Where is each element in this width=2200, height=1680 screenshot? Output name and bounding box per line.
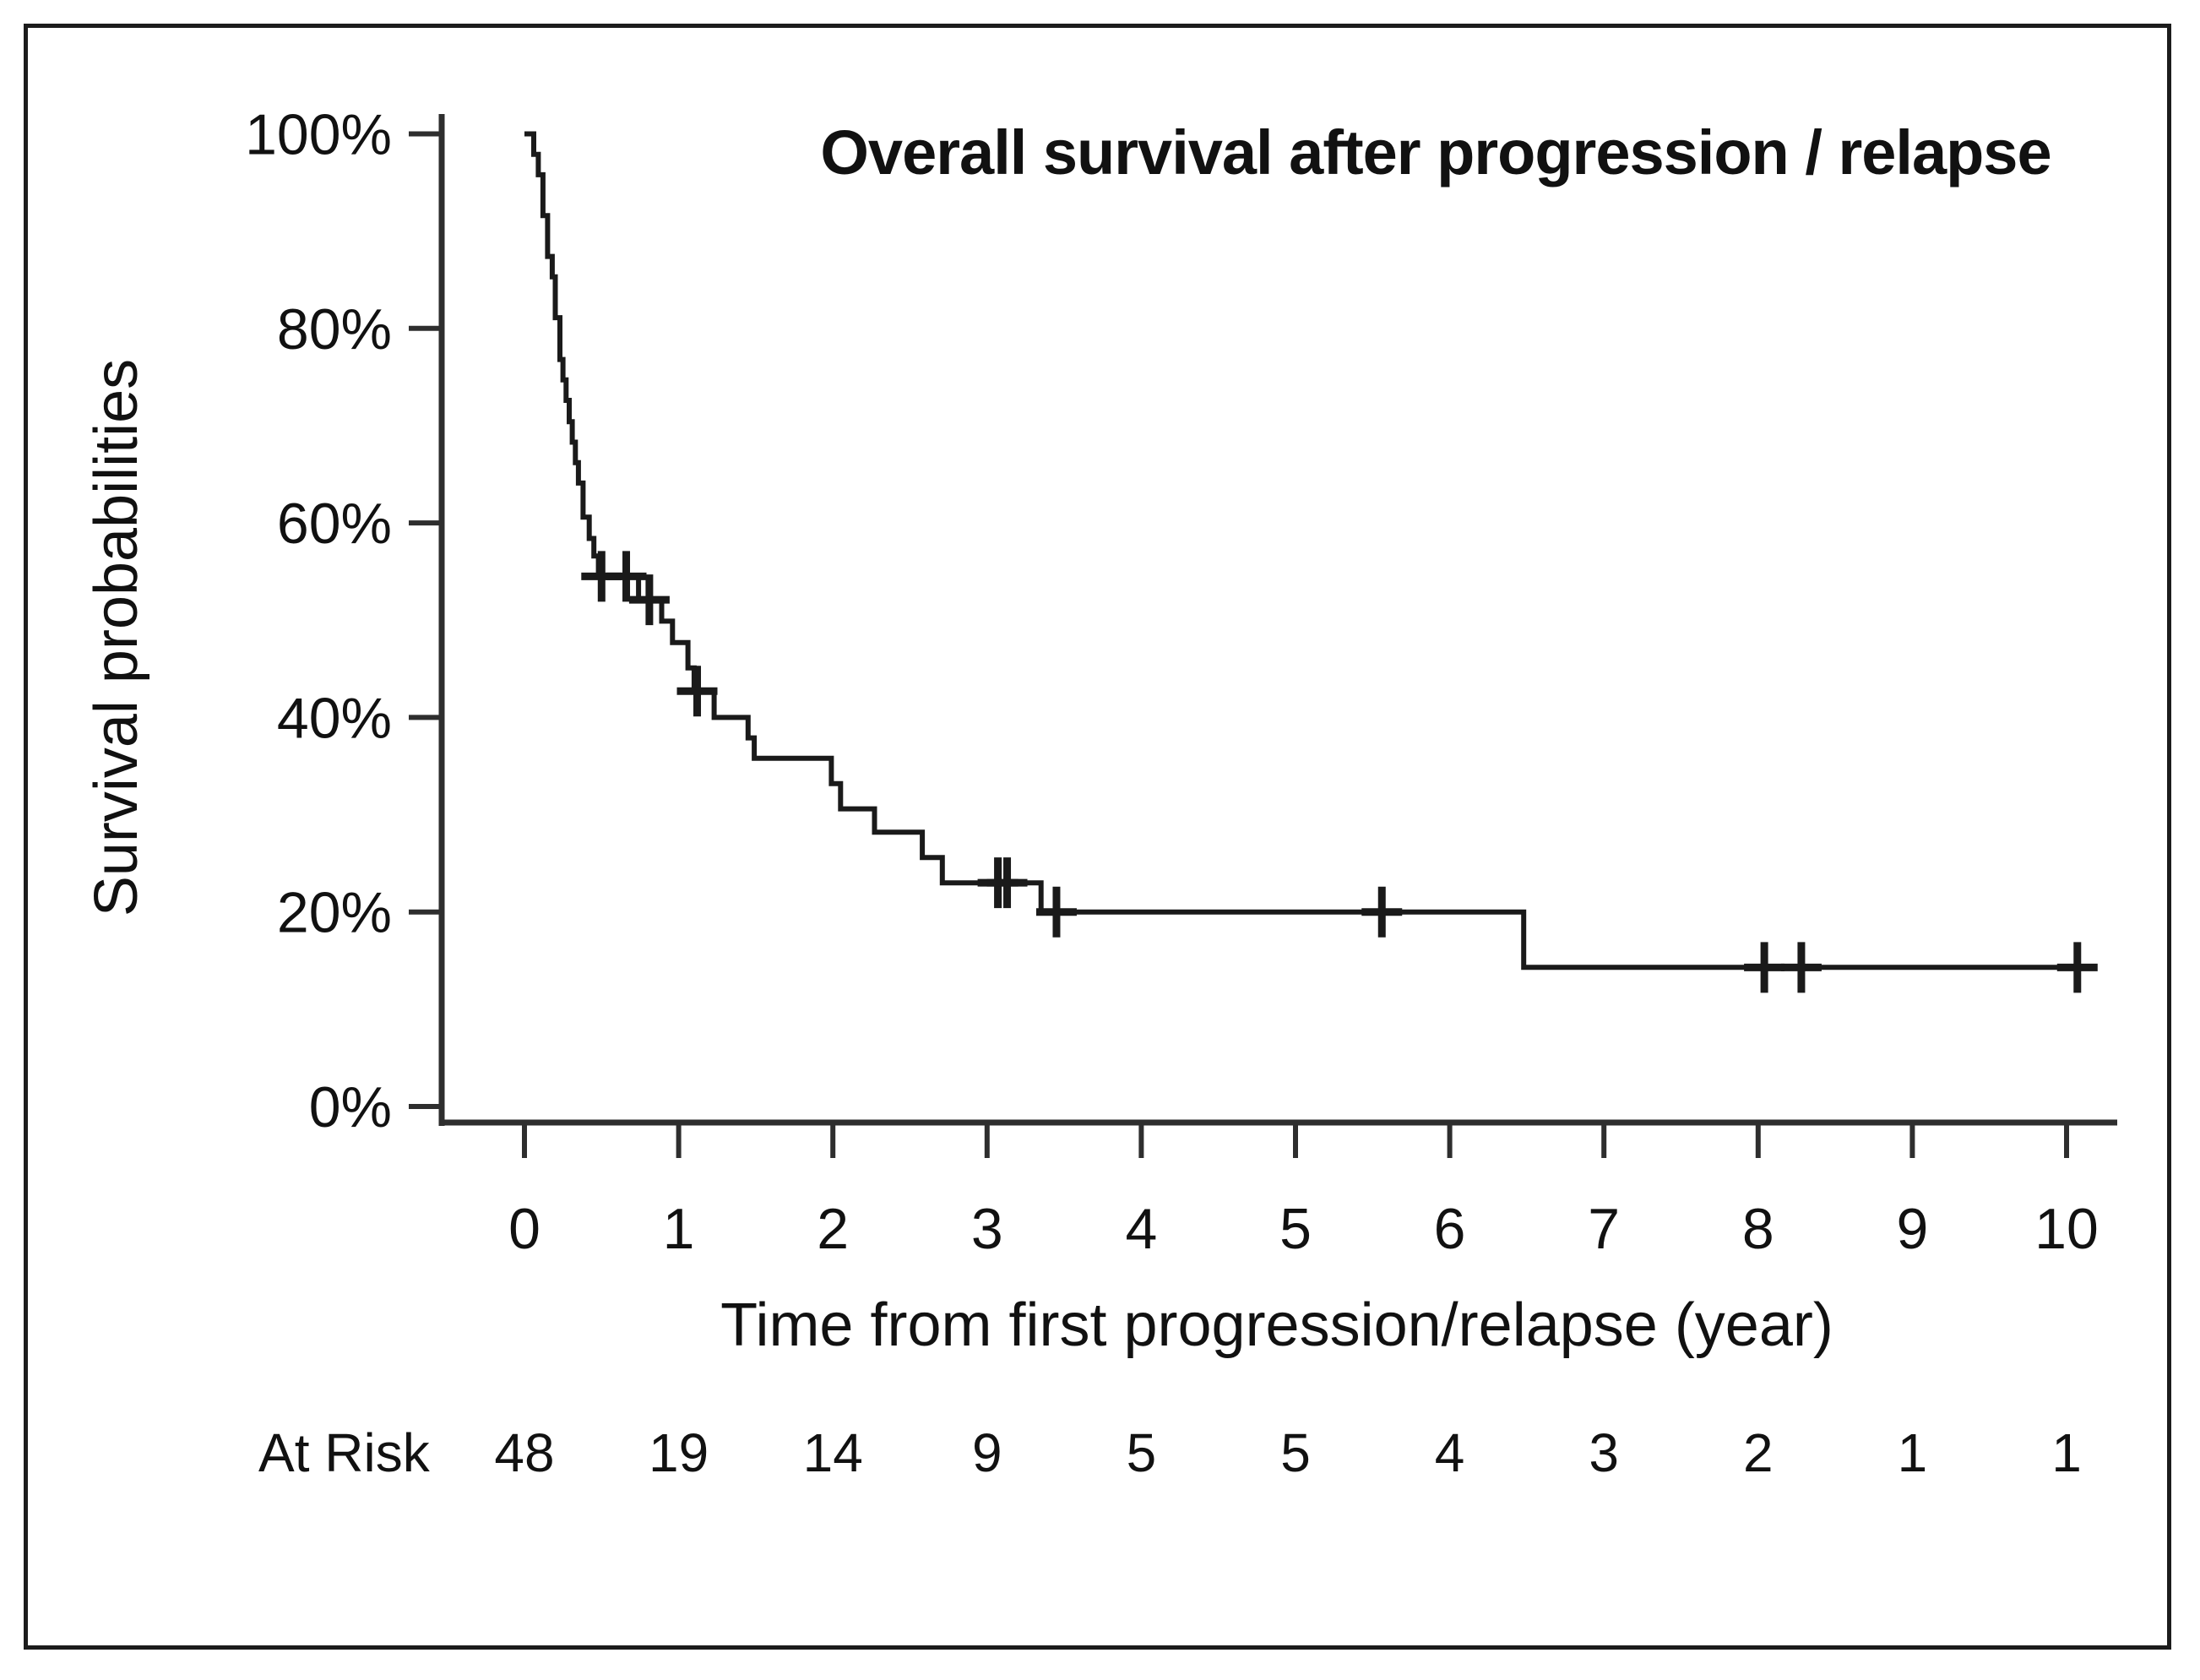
x-tick-label: 5	[1279, 1197, 1312, 1261]
at-risk-count: 3	[1589, 1422, 1619, 1483]
at-risk-count: 48	[494, 1422, 554, 1483]
x-tick-label: 0	[508, 1197, 540, 1261]
x-axis-title: Time from first progression/relapse (yea…	[720, 1291, 1833, 1359]
x-tick-label: 6	[1434, 1197, 1466, 1261]
figure-border-frame	[24, 24, 2171, 1650]
y-axis-title: Survival probabilities	[83, 358, 150, 917]
at-risk-count: 1	[1898, 1422, 1928, 1483]
at-risk-count: 1	[2051, 1422, 2082, 1483]
x-tick-label: 2	[817, 1197, 849, 1261]
x-tick-label: 10	[2034, 1197, 2099, 1261]
x-tick-label: 1	[663, 1197, 695, 1261]
y-tick-label: 100%	[245, 103, 392, 167]
y-tick-label: 0%	[309, 1075, 392, 1139]
at-risk-count: 14	[803, 1422, 863, 1483]
x-tick-label: 8	[1742, 1197, 1774, 1261]
chart-title: Overall survival after progression / rel…	[820, 117, 2051, 188]
y-tick-label: 60%	[277, 492, 392, 556]
x-tick-label: 7	[1588, 1197, 1620, 1261]
at-risk-count: 4	[1435, 1422, 1465, 1483]
at-risk-count: 9	[972, 1422, 1002, 1483]
y-tick-label: 20%	[277, 881, 392, 945]
at-risk-count: 2	[1743, 1422, 1774, 1483]
x-tick-label: 9	[1896, 1197, 1928, 1261]
x-tick-label: 3	[971, 1197, 1003, 1261]
at-risk-count: 19	[649, 1422, 709, 1483]
at-risk-label: At Risk	[258, 1422, 431, 1483]
survival-curve	[524, 131, 2085, 970]
y-tick-label: 40%	[277, 686, 392, 750]
at-risk-count: 5	[1127, 1422, 1157, 1483]
y-tick-label: 80%	[277, 297, 392, 362]
at-risk-count: 5	[1280, 1422, 1311, 1483]
x-tick-label: 4	[1125, 1197, 1157, 1261]
